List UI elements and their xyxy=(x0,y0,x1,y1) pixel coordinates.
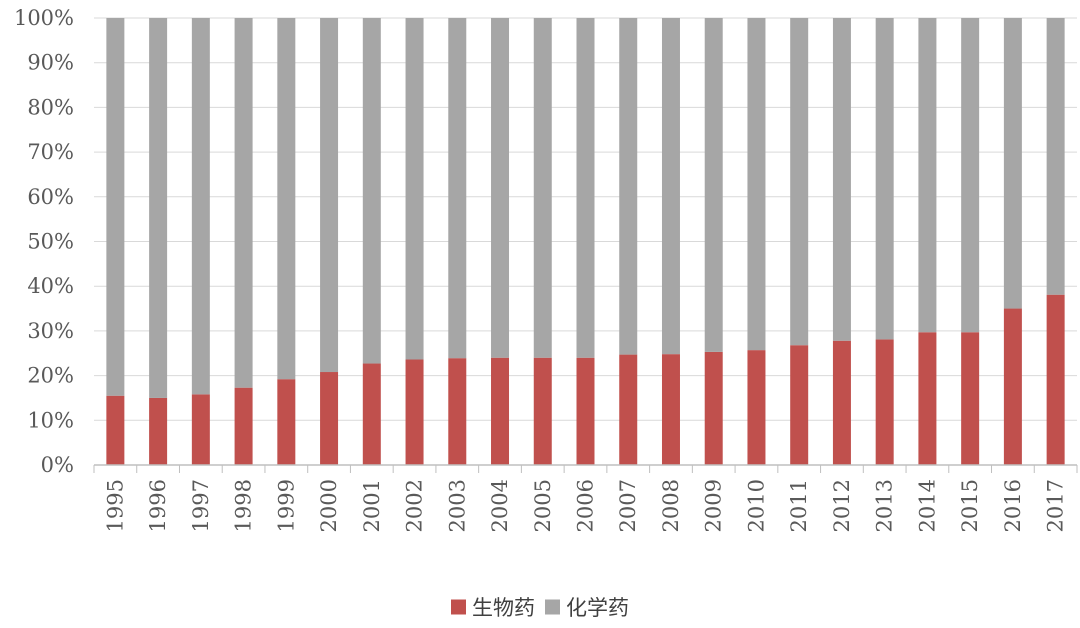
bar-segment-biologic xyxy=(191,394,210,465)
bars xyxy=(106,18,1065,465)
x-tick-label: 2016 xyxy=(1001,479,1025,532)
y-tick-label: 40% xyxy=(27,274,74,298)
x-tick-label: 2013 xyxy=(873,479,897,532)
y-tick-label: 90% xyxy=(27,51,74,75)
x-tick-label: 2006 xyxy=(574,479,598,532)
bar-segment-chemical xyxy=(405,18,424,360)
bar-segment-chemical xyxy=(747,18,766,351)
x-tick-label: 2009 xyxy=(702,479,726,532)
x-tick-label: 1996 xyxy=(146,479,170,532)
y-tick-label: 30% xyxy=(27,319,74,343)
bar-segment-chemical xyxy=(533,18,552,358)
bar-segment-chemical xyxy=(234,18,253,388)
bar-segment-biologic xyxy=(875,339,894,465)
x-tick-label: 2015 xyxy=(958,479,982,532)
x-tick-label: 2003 xyxy=(445,479,469,532)
bar-segment-biologic xyxy=(491,357,510,465)
x-tick-label: 2007 xyxy=(616,479,640,532)
bar-segment-chemical xyxy=(362,18,381,364)
y-tick-label: 0% xyxy=(41,453,74,477)
x-tick-label: 1997 xyxy=(189,479,213,532)
y-tick-label: 20% xyxy=(27,364,74,388)
bar-segment-biologic xyxy=(405,359,424,465)
x-tick-label: 2011 xyxy=(787,479,811,532)
x-tick-label: 2002 xyxy=(403,479,427,532)
y-tick-label: 70% xyxy=(27,140,74,164)
bar-segment-biologic xyxy=(362,363,381,465)
x-tick-label: 2004 xyxy=(488,479,512,532)
bar-segment-biologic xyxy=(704,351,723,465)
bar-segment-chemical xyxy=(277,18,296,380)
legend-label-biologic: 生物药 xyxy=(472,596,535,620)
bar-segment-biologic xyxy=(234,387,253,465)
x-tick-label: 2017 xyxy=(1044,479,1068,532)
bar-segment-chemical xyxy=(191,18,210,395)
bar-segment-chemical xyxy=(1046,18,1065,295)
bar-segment-biologic xyxy=(1046,294,1065,465)
x-tick-label: 1998 xyxy=(232,479,256,532)
bar-segment-chemical xyxy=(790,18,809,346)
bar-segment-biologic xyxy=(149,397,168,465)
x-tick-label: 2001 xyxy=(360,479,384,532)
bar-segment-biologic xyxy=(277,379,296,465)
bar-segment-biologic xyxy=(448,358,467,465)
bar-segment-chemical xyxy=(448,18,467,359)
bar-segment-chemical xyxy=(619,18,638,355)
x-tick-label: 1995 xyxy=(103,479,127,532)
bar-segment-chemical xyxy=(1003,18,1022,309)
x-tick-label: 2014 xyxy=(915,479,939,532)
y-tick-label: 100% xyxy=(14,6,74,30)
bar-segment-biologic xyxy=(832,340,851,465)
bar-segment-chemical xyxy=(491,18,510,358)
bar-segment-biologic xyxy=(790,345,809,465)
y-tick-label: 60% xyxy=(27,185,74,209)
y-axis-tick-labels: 0% 10% 20% 30% 40% 50% 60% 70% 80% 90% 100% xyxy=(14,6,74,477)
bar-segment-biologic xyxy=(576,357,595,465)
bar-segment-chemical xyxy=(106,18,125,396)
bar-segment-chemical xyxy=(961,18,980,333)
x-tick-label: 1999 xyxy=(274,479,298,532)
bar-segment-biologic xyxy=(918,332,937,465)
bar-segment-chemical xyxy=(704,18,723,352)
y-tick-label: 10% xyxy=(27,408,74,432)
legend-label-chemical: 化学药 xyxy=(566,596,629,620)
x-axis-tick-labels: 1995 1996 1997 1998 1999 2000 2001 2002 2003 2004… xyxy=(103,479,1067,532)
bar-segment-chemical xyxy=(320,18,339,373)
bar-segment-biologic xyxy=(533,357,552,465)
bar-segment-biologic xyxy=(747,350,766,465)
bar-segment-chemical xyxy=(918,18,937,333)
x-tick-label: 2010 xyxy=(744,479,768,532)
bar-segment-biologic xyxy=(619,354,638,465)
y-tick-label: 50% xyxy=(27,230,74,254)
x-tick-label: 2008 xyxy=(659,479,683,532)
bar-segment-chemical xyxy=(576,18,595,358)
bar-segment-chemical xyxy=(149,18,168,398)
bar-segment-biologic xyxy=(1003,308,1022,465)
y-tick-label: 80% xyxy=(27,95,74,119)
bar-segment-chemical xyxy=(875,18,894,340)
axes xyxy=(93,464,1078,473)
bar-segment-biologic xyxy=(106,395,125,465)
bar-segment-biologic xyxy=(661,354,680,465)
bar-segment-chemical xyxy=(832,18,851,341)
x-tick-label: 2005 xyxy=(531,479,555,532)
legend: 生物药 化学药 xyxy=(451,596,629,620)
legend-swatch-chemical xyxy=(545,599,560,615)
bar-segment-chemical xyxy=(661,18,680,355)
x-tick-label: 2012 xyxy=(830,479,854,532)
x-tick-label: 2000 xyxy=(317,479,341,532)
bar-segment-biologic xyxy=(961,332,980,465)
bar-segment-biologic xyxy=(320,372,339,465)
legend-swatch-biologic xyxy=(451,599,466,615)
